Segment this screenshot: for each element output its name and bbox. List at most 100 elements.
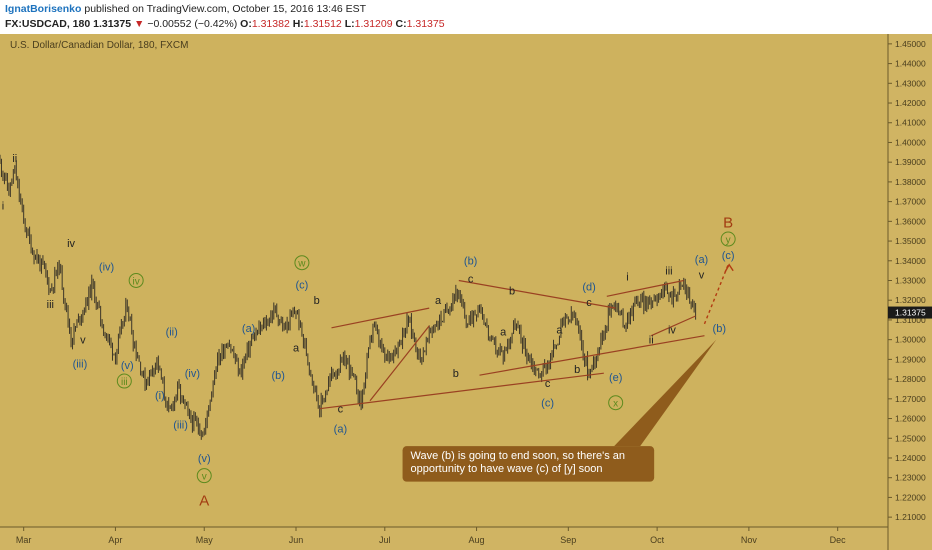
time-tick-label: Jul bbox=[379, 535, 391, 545]
close-value: 1.31375 bbox=[406, 18, 445, 30]
projection-arrow-icon bbox=[724, 263, 734, 273]
price-chart[interactable]: iiiiviiiv(iii)(iv)iv(v)iii(i)(ii)(iv)(ii… bbox=[0, 34, 932, 550]
close-label: C: bbox=[395, 18, 407, 30]
price-tick-label: 1.40000 bbox=[895, 137, 926, 147]
price-tick-label: 1.35000 bbox=[895, 236, 926, 246]
plot-area[interactable] bbox=[0, 34, 888, 527]
wave-circle bbox=[608, 395, 624, 411]
wave-label: (a) bbox=[334, 423, 347, 435]
wave-label: b bbox=[314, 295, 320, 307]
price-tick-label: 1.21000 bbox=[895, 512, 926, 522]
wave-circle bbox=[720, 231, 736, 247]
trendline bbox=[479, 335, 705, 376]
callout[interactable]: Wave (b) is going to end soon, so there'… bbox=[402, 339, 717, 482]
price-tick-label: 1.22000 bbox=[895, 492, 926, 502]
projection-line bbox=[703, 264, 729, 325]
wave-label: a bbox=[556, 325, 563, 337]
callout-pointer bbox=[614, 339, 717, 447]
wave-label: (b) bbox=[272, 370, 285, 382]
price-tick-label: 1.31000 bbox=[895, 315, 926, 325]
wave-label: (iii) bbox=[73, 358, 88, 370]
publish-info: published on TradingView.com, October 15… bbox=[81, 3, 367, 15]
quote-line: FX:USDCAD, 180 1.31375 ▼ −0.00552 (−0.42… bbox=[5, 18, 445, 30]
wave-label: (i) bbox=[155, 390, 165, 402]
price-tick-label: 1.42000 bbox=[895, 98, 926, 108]
wave-label: (iii) bbox=[173, 419, 188, 431]
wave-label: iii bbox=[47, 299, 54, 311]
wave-label: B bbox=[723, 214, 733, 231]
wave-label: iv bbox=[668, 325, 676, 337]
down-arrow-icon: ▼ bbox=[134, 18, 145, 30]
low-label: L: bbox=[344, 18, 355, 30]
wave-label: (c) bbox=[722, 250, 735, 262]
last-price-label: 1.31375 bbox=[895, 308, 926, 318]
trendlines[interactable] bbox=[319, 263, 734, 410]
wave-label: (b) bbox=[464, 256, 477, 268]
publish-line: IgnatBorisenko published on TradingView.… bbox=[5, 3, 366, 15]
price-tick-label: 1.25000 bbox=[895, 433, 926, 443]
wave-label: i bbox=[2, 201, 4, 213]
trendline bbox=[369, 325, 430, 402]
chart-header: IgnatBorisenko published on TradingView.… bbox=[0, 0, 932, 34]
price-tick-label: 1.27000 bbox=[895, 394, 926, 404]
price-tick-label: 1.38000 bbox=[895, 177, 926, 187]
time-tick-label: Sep bbox=[560, 535, 576, 545]
wave-label: iv bbox=[67, 238, 75, 250]
wave-label: v bbox=[202, 472, 207, 483]
chart-title: U.S. Dollar/Canadian Dollar, 180, FXCM bbox=[10, 40, 188, 51]
price-tick-label: 1.45000 bbox=[895, 39, 926, 49]
price-axis[interactable] bbox=[888, 34, 932, 550]
wave-label: v bbox=[699, 270, 705, 282]
candles bbox=[0, 154, 697, 440]
wave-label: c bbox=[338, 404, 344, 416]
wave-label: x bbox=[613, 399, 618, 410]
price-tick-label: 1.24000 bbox=[895, 453, 926, 463]
wave-circle bbox=[196, 468, 212, 484]
wave-label: A bbox=[199, 492, 209, 509]
open-label: O: bbox=[240, 18, 252, 30]
wave-label: c bbox=[545, 378, 551, 390]
wave-circle bbox=[128, 272, 144, 288]
price-tick-label: 1.28000 bbox=[895, 374, 926, 384]
time-tick-label: Oct bbox=[650, 535, 665, 545]
wave-label: (c) bbox=[296, 279, 309, 291]
grid-lines bbox=[0, 34, 892, 550]
time-tick-label: Mar bbox=[16, 535, 32, 545]
trendline bbox=[331, 307, 430, 329]
wave-circle bbox=[294, 255, 310, 271]
time-tick-label: Dec bbox=[830, 535, 847, 545]
wave-labels: iiiiviiiv(iii)(iv)iv(v)iii(i)(ii)(iv)(ii… bbox=[2, 153, 736, 509]
callout-box bbox=[402, 446, 655, 482]
wave-label: y bbox=[726, 235, 731, 246]
wave-label: (a) bbox=[242, 323, 255, 335]
wave-label: (c) bbox=[541, 398, 554, 410]
wave-label: v bbox=[80, 335, 86, 347]
symbol-label: FX:USDCAD, 180 bbox=[5, 18, 91, 30]
price-tick-label: 1.33000 bbox=[895, 276, 926, 286]
time-axis[interactable] bbox=[0, 527, 888, 550]
wave-label: (ii) bbox=[166, 327, 178, 339]
price-tick-label: 1.32000 bbox=[895, 295, 926, 305]
price-tick-label: 1.43000 bbox=[895, 78, 926, 88]
time-tick-label: Nov bbox=[741, 535, 758, 545]
wave-circle bbox=[116, 373, 132, 389]
high-label: H: bbox=[292, 18, 304, 30]
price-tick-label: 1.34000 bbox=[895, 256, 926, 266]
wave-label: c bbox=[586, 297, 592, 309]
wave-label: iii bbox=[665, 266, 672, 278]
callout-text: opportunity to have wave (c) of [y] soon bbox=[411, 463, 603, 475]
wave-label: iv bbox=[133, 276, 140, 287]
low-value: 1.31209 bbox=[354, 18, 393, 30]
time-tick-label: Aug bbox=[469, 535, 485, 545]
trendline bbox=[606, 279, 684, 297]
wave-label: a bbox=[500, 327, 507, 339]
last-price-box bbox=[888, 306, 932, 319]
price-tick-label: 1.29000 bbox=[895, 354, 926, 364]
author-link[interactable]: IgnatBorisenko bbox=[5, 3, 82, 15]
wave-label: b bbox=[509, 285, 515, 297]
wave-label: w bbox=[297, 259, 306, 270]
axis-labels: 1.45000 1.44000 1.43000 1.42000 1.41000 1.400… bbox=[16, 39, 926, 545]
wave-label: (iv) bbox=[185, 368, 200, 380]
wave-label: (a) bbox=[695, 254, 708, 266]
wave-label: i bbox=[626, 272, 628, 284]
